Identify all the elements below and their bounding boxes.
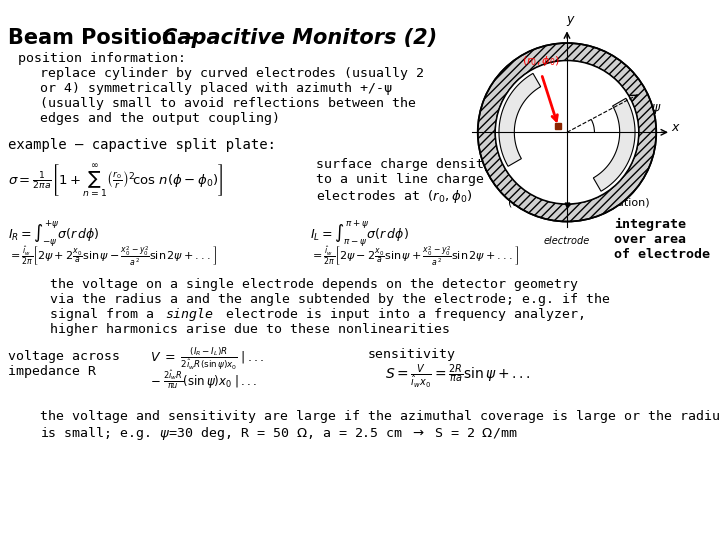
Text: impedance R: impedance R xyxy=(8,365,96,378)
Text: $y$: $y$ xyxy=(567,15,576,29)
Text: sensitivity: sensitivity xyxy=(368,348,456,361)
Text: single: single xyxy=(165,308,213,321)
Text: of electrode: of electrode xyxy=(614,248,710,261)
Text: electrode: electrode xyxy=(544,236,590,246)
Text: $I_R = \int_{-\psi}^{+\psi}\sigma(r\,d\phi)$: $I_R = \int_{-\psi}^{+\psi}\sigma(r\,d\p… xyxy=(8,220,99,251)
Text: $= \frac{\hat{\imath}_w}{2\pi}\left[2\psi - 2\frac{x_0}{a}\sin\psi + \frac{x_0^2: $= \frac{\hat{\imath}_w}{2\pi}\left[2\ps… xyxy=(310,245,519,268)
Text: the voltage on a single electrode depends on the detector geometry: the voltage on a single electrode depend… xyxy=(50,278,578,291)
Text: replace cylinder by curved electrodes (usually 2: replace cylinder by curved electrodes (u… xyxy=(40,67,424,80)
Text: $\psi$: $\psi$ xyxy=(651,102,662,116)
Text: over area: over area xyxy=(614,233,686,246)
Text: is small; e.g. $\psi$=30 deg, R = 50 $\Omega$, a = 2.5 cm $\rightarrow$ S = 2 $\: is small; e.g. $\psi$=30 deg, R = 50 $\O… xyxy=(40,425,518,442)
Text: $I_L = \int_{\pi-\psi}^{\pi+\psi}\sigma(r\,d\phi)$: $I_L = \int_{\pi-\psi}^{\pi+\psi}\sigma(… xyxy=(310,220,409,251)
Text: $(r_0,\phi_0)$: $(r_0,\phi_0)$ xyxy=(521,54,559,68)
Text: electrode is input into a frequency analyzer,: electrode is input into a frequency anal… xyxy=(218,308,586,321)
Text: Capacitive Monitors (2): Capacitive Monitors (2) xyxy=(162,28,437,48)
Text: via the radius a and the angle subtended by the electrode; e.g. if the: via the radius a and the angle subtended… xyxy=(50,293,610,306)
Text: electrodes at $(r_0,\phi_0)$: electrodes at $(r_0,\phi_0)$ xyxy=(316,188,472,205)
Text: $S = \frac{V}{\hat{\imath}_w x_0} = \frac{2R}{\pi a}\sin\psi + ...$: $S = \frac{V}{\hat{\imath}_w x_0} = \fra… xyxy=(385,363,531,391)
Text: $\sigma = \frac{1}{2\pi a}\left[1 + \sum_{n=1}^{\infty}\left(\frac{r_0}{r}\right: $\sigma = \frac{1}{2\pi a}\left[1 + \sum… xyxy=(8,163,223,200)
Wedge shape xyxy=(478,43,656,221)
Text: to a unit line charge collinear to: to a unit line charge collinear to xyxy=(316,173,588,186)
Text: edges and the output coupling): edges and the output coupling) xyxy=(40,112,280,125)
Text: the voltage and sensitivity are large if the azimuthal coverage is large or the : the voltage and sensitivity are large if… xyxy=(40,410,720,423)
Text: $V\; =\; \frac{(I_R - I_L)R}{2\hat{\imath}_w R(\sin\psi)x_0}\;|\,...$: $V\; =\; \frac{(I_R - I_L)R}{2\hat{\imat… xyxy=(150,345,264,372)
Text: signal from a: signal from a xyxy=(50,308,162,321)
Text: example – capactive split plate:: example – capactive split plate: xyxy=(8,138,276,152)
Text: voltage across: voltage across xyxy=(8,350,120,363)
Circle shape xyxy=(495,60,639,204)
Text: (from Poisson's equation): (from Poisson's equation) xyxy=(508,198,649,208)
Text: $x$: $x$ xyxy=(671,122,680,134)
Text: surface charge density σ due: surface charge density σ due xyxy=(316,158,540,171)
Text: (usually small to avoid reflections between the: (usually small to avoid reflections betw… xyxy=(40,97,416,110)
Polygon shape xyxy=(593,98,635,191)
Text: position information:: position information: xyxy=(18,52,186,65)
Text: Beam Position –: Beam Position – xyxy=(8,28,202,48)
Text: higher harmonics arise due to these nonlinearities: higher harmonics arise due to these nonl… xyxy=(50,323,450,336)
Text: or 4) symmetrically placed with azimuth +/-ψ: or 4) symmetrically placed with azimuth … xyxy=(40,82,392,95)
Text: $= \frac{\hat{\imath}_w}{2\pi}\left[2\psi + 2\frac{x_0}{a}\sin\psi - \frac{x_0^2: $= \frac{\hat{\imath}_w}{2\pi}\left[2\ps… xyxy=(8,245,217,268)
Text: integrate: integrate xyxy=(614,218,686,231)
Polygon shape xyxy=(499,73,541,166)
Text: $-\;\frac{2\hat{\imath}_w R}{\pi u}(\sin\psi)x_0\;|\,...$: $-\;\frac{2\hat{\imath}_w R}{\pi u}(\sin… xyxy=(150,368,256,390)
